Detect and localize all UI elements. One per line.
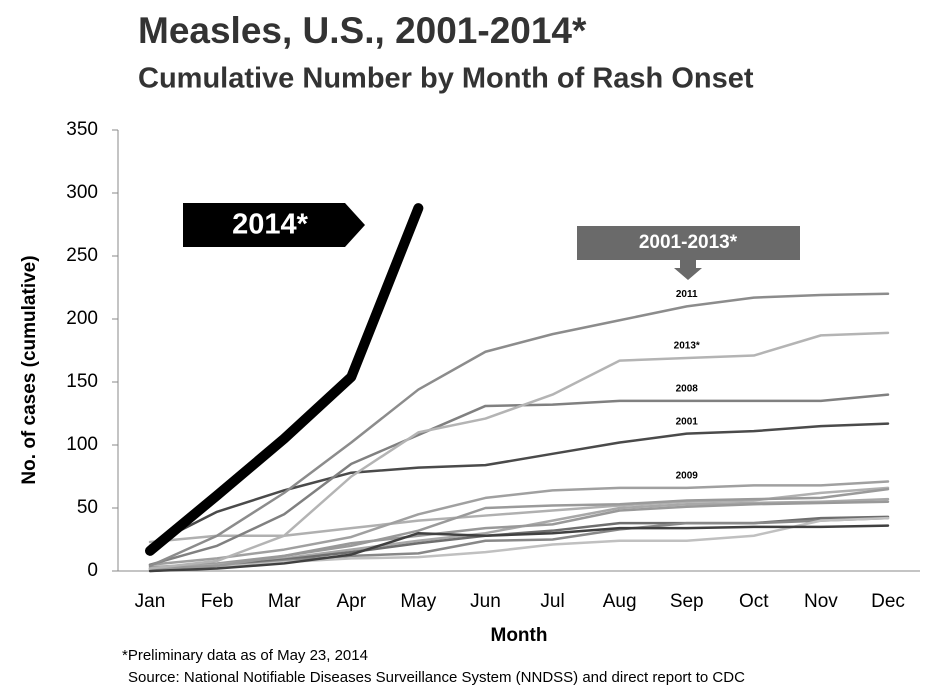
x-tick-label: Aug	[603, 591, 637, 612]
callout-label: 2014*	[232, 209, 309, 241]
footnote: *Preliminary data as of May 23, 2014	[122, 647, 368, 664]
chart-title: Measles, U.S., 2001-2014*	[138, 10, 587, 51]
annotation-box	[577, 226, 800, 260]
y-tick-label: 50	[77, 497, 98, 518]
line-series	[148, 524, 890, 573]
x-tick-label: Apr	[336, 591, 366, 612]
line-series	[148, 331, 890, 570]
line-series	[148, 480, 890, 566]
y-tick-label: 350	[66, 119, 98, 140]
line-series	[145, 203, 424, 556]
line-series	[148, 516, 890, 571]
x-tick-label: Feb	[201, 591, 234, 612]
series-label: 2001	[676, 416, 699, 427]
chart-subtitle: Cumulative Number by Month of Rash Onset	[138, 63, 754, 95]
x-tick-label: Nov	[804, 591, 838, 612]
y-tick-label: 0	[87, 560, 98, 581]
x-tick-label: Oct	[739, 591, 769, 612]
series-label: 2009	[676, 470, 699, 481]
x-tick-label: Jun	[470, 591, 501, 612]
series-label: 2011	[676, 289, 698, 300]
source: Source: National Notifiable Diseases Sur…	[128, 669, 745, 686]
y-axis-label: No. of cases (cumulative)	[19, 255, 40, 484]
x-tick-label: Dec	[871, 591, 905, 612]
x-tick-label: Jan	[135, 591, 166, 612]
y-tick-label: 300	[66, 182, 98, 203]
x-tick-label: Jul	[540, 591, 564, 612]
plot	[145, 203, 890, 573]
annotation-arrow	[674, 260, 702, 280]
series-label: 2008	[676, 384, 699, 395]
line-series	[148, 292, 890, 568]
y-tick-label: 200	[66, 308, 98, 329]
annotation: 2001-2013*	[639, 232, 738, 253]
y-tick-label: 150	[66, 371, 98, 392]
y-tick-label: 100	[66, 434, 98, 455]
x-tick-label: May	[400, 591, 436, 612]
line-series	[148, 422, 890, 548]
callout-box	[183, 203, 365, 247]
y-tick-label: 250	[66, 245, 98, 266]
series-label: 2013*	[674, 341, 700, 352]
line-series	[148, 500, 890, 570]
x-tick-label: Sep	[670, 591, 704, 612]
x-axis-label: Month	[491, 625, 548, 646]
x-tick-label: Mar	[268, 591, 301, 612]
